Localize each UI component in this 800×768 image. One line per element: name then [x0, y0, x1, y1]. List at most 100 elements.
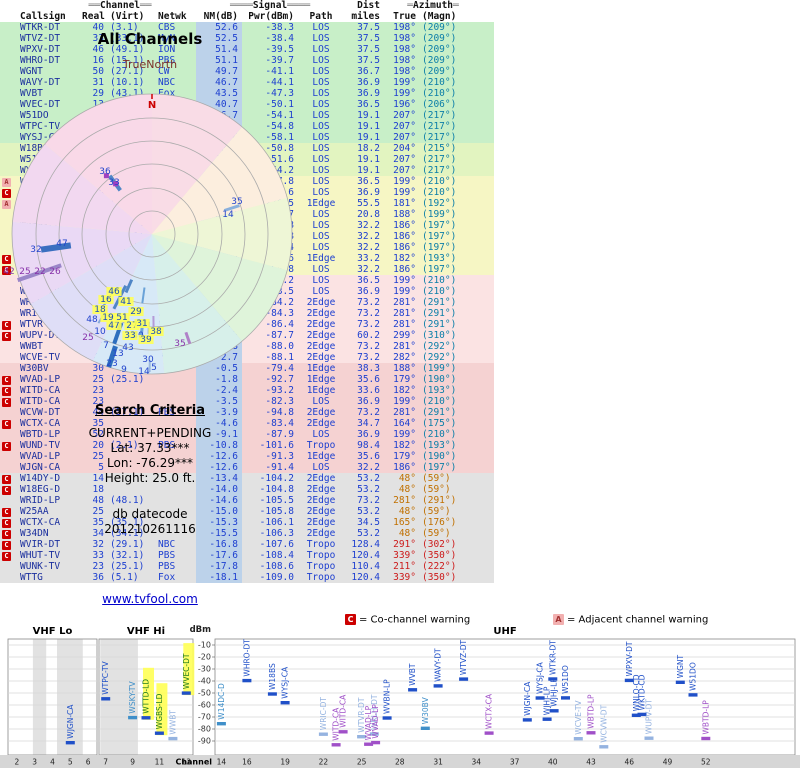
cell-true-azimuth: 181° — [393, 198, 416, 209]
cell-warning: C — [0, 330, 20, 341]
cell-miles: 32.2 — [357, 264, 380, 275]
cell-noise-margin: 2.7 — [196, 352, 242, 363]
cell-network: Fox — [158, 572, 176, 583]
cell-virtual-channel: (27.1) — [110, 66, 145, 77]
table-column-header: Callsign Real (Virt) Netwk NM(dB) Pwr(dB… — [0, 11, 494, 22]
table-row: WTTG 36 (5.1) Fox -18.1 -109.0 Tropo 120.4 339° (… — [0, 572, 494, 583]
cell-magnetic-azimuth: (197°) — [422, 220, 457, 231]
cell-callsign: WTVR-DT — [20, 319, 61, 330]
svg-text:42: 42 — [3, 267, 14, 277]
svg-text:9: 9 — [130, 758, 135, 767]
col-real: Real — [82, 11, 105, 22]
cell-real-channel: 31 — [92, 77, 104, 88]
cell-noise-margin: 52.6 — [196, 22, 242, 33]
cell-virtual-channel: (34.1) — [110, 528, 145, 539]
cell-true-azimuth: 186° — [393, 220, 416, 231]
search-longitude: Lon: -76.29*** — [107, 456, 193, 470]
cell-power: -44.1 — [265, 77, 294, 88]
cell-noise-margin: 51.1 — [196, 55, 242, 66]
table-row: WUNK-TV 23 (25.1) PBS -17.8 -108.6 Tropo 110.4 2… — [0, 561, 494, 572]
cell-virtual-channel: (43.1) — [110, 88, 145, 99]
cell-real-channel: 14 — [92, 473, 104, 484]
cell-miles: 53.2 — [357, 506, 380, 517]
cell-power: -54.1 — [265, 110, 294, 121]
cell-callsign: WGNT — [20, 66, 43, 77]
tvfool-link[interactable]: www.tvfool.com — [102, 592, 198, 606]
co-channel-warning-icon: C — [2, 398, 11, 407]
cell-warning — [0, 561, 20, 572]
cell-power: -88.1 — [265, 352, 294, 363]
cell-warning: C — [0, 550, 20, 561]
cell-real-channel: 23 — [92, 561, 104, 572]
table-row: C WCTX-CA 35 (35.1) -15.3 -106.1 2Edge 34.5 165°… — [0, 517, 494, 528]
co-channel-warning-icon: C — [2, 486, 11, 495]
col-callsign: Callsign — [20, 11, 66, 22]
cell-noise-margin: -15.3 — [196, 517, 242, 528]
cell-path: 2Edge — [306, 308, 336, 319]
svg-text:WTVZ-DT: WTVZ-DT — [459, 639, 468, 675]
svg-text:47: 47 — [108, 321, 119, 331]
cell-warning: C — [0, 440, 20, 451]
cell-path: 2Edge — [306, 319, 336, 330]
cell-path: LOS — [312, 154, 330, 165]
svg-text:10: 10 — [94, 327, 106, 337]
cell-miles: 120.4 — [351, 550, 380, 561]
co-channel-warning-icon: C — [2, 530, 11, 539]
adjacent-channel-warning-icon: A — [2, 178, 11, 187]
cell-true-azimuth: 182° — [393, 385, 416, 396]
search-criteria-heading: Search Criteria — [95, 403, 205, 418]
cell-true-azimuth: 207° — [393, 154, 416, 165]
svg-text:-40: -40 — [198, 677, 211, 686]
cell-true-azimuth: 282° — [393, 352, 416, 363]
cell-real-channel: 36 — [92, 572, 104, 583]
svg-text:23: 23 — [106, 359, 117, 369]
cell-magnetic-azimuth: (210°) — [422, 176, 457, 187]
cell-power: -50.8 — [265, 143, 294, 154]
cell-magnetic-azimuth: (209°) — [422, 66, 457, 77]
cell-power: -83.4 — [265, 418, 294, 429]
cell-path: LOS — [312, 396, 330, 407]
cell-miles: 32.2 — [357, 242, 380, 253]
svg-text:46: 46 — [625, 758, 635, 767]
cell-callsign: WHRO-DT — [20, 55, 61, 66]
table-row: C W14DY-D 14 -13.4 -104.2 2Edge 53.2 48° (59°) — [0, 473, 494, 484]
cell-miles: 19.1 — [357, 121, 380, 132]
cell-path: LOS — [312, 66, 330, 77]
cell-real-channel: 25 — [92, 506, 104, 517]
svg-text:40: 40 — [132, 331, 144, 341]
cell-real-channel: 30 — [92, 363, 104, 374]
cell-miles: 32.2 — [357, 231, 380, 242]
cell-callsign: WAVY-DT — [20, 77, 61, 88]
cell-path: 2Edge — [306, 528, 336, 539]
svg-text:3: 3 — [32, 758, 37, 767]
cell-warning: C — [0, 517, 20, 528]
cell-path: 2Edge — [306, 517, 336, 528]
cell-noise-margin: -12.6 — [196, 462, 242, 473]
cell-magnetic-azimuth: (193°) — [422, 440, 457, 451]
cell-miles: 34.5 — [357, 517, 380, 528]
cell-path: LOS — [312, 429, 330, 440]
cell-power: -91.4 — [265, 462, 294, 473]
cell-warning — [0, 572, 20, 583]
cell-true-azimuth: 199° — [393, 286, 416, 297]
cell-noise-margin: 52.5 — [196, 33, 242, 44]
cell-true-azimuth: 339° — [393, 550, 416, 561]
cell-real-channel: 32 — [92, 539, 104, 550]
svg-text:34: 34 — [472, 758, 482, 767]
cell-true-azimuth: 339° — [393, 572, 416, 583]
co-channel-warning-icon: C — [2, 387, 11, 396]
cell-path: LOS — [312, 242, 330, 253]
cell-miles: 120.4 — [351, 572, 380, 583]
cell-path: 2Edge — [306, 473, 336, 484]
channel-group-header: ══Channel══ — [88, 0, 152, 11]
svg-text:W30BV: W30BV — [421, 696, 430, 724]
cell-real-channel: 23 — [92, 385, 104, 396]
cell-true-azimuth: 48° — [398, 506, 416, 517]
cell-magnetic-azimuth: (291°) — [422, 407, 457, 418]
cell-power: -54.8 — [265, 121, 294, 132]
svg-text:16: 16 — [100, 295, 112, 305]
search-mode: CURRENT+PENDING — [88, 426, 212, 440]
svg-text:30: 30 — [142, 355, 154, 365]
cell-magnetic-azimuth: (209°) — [422, 22, 457, 33]
svg-text:46: 46 — [108, 287, 120, 297]
